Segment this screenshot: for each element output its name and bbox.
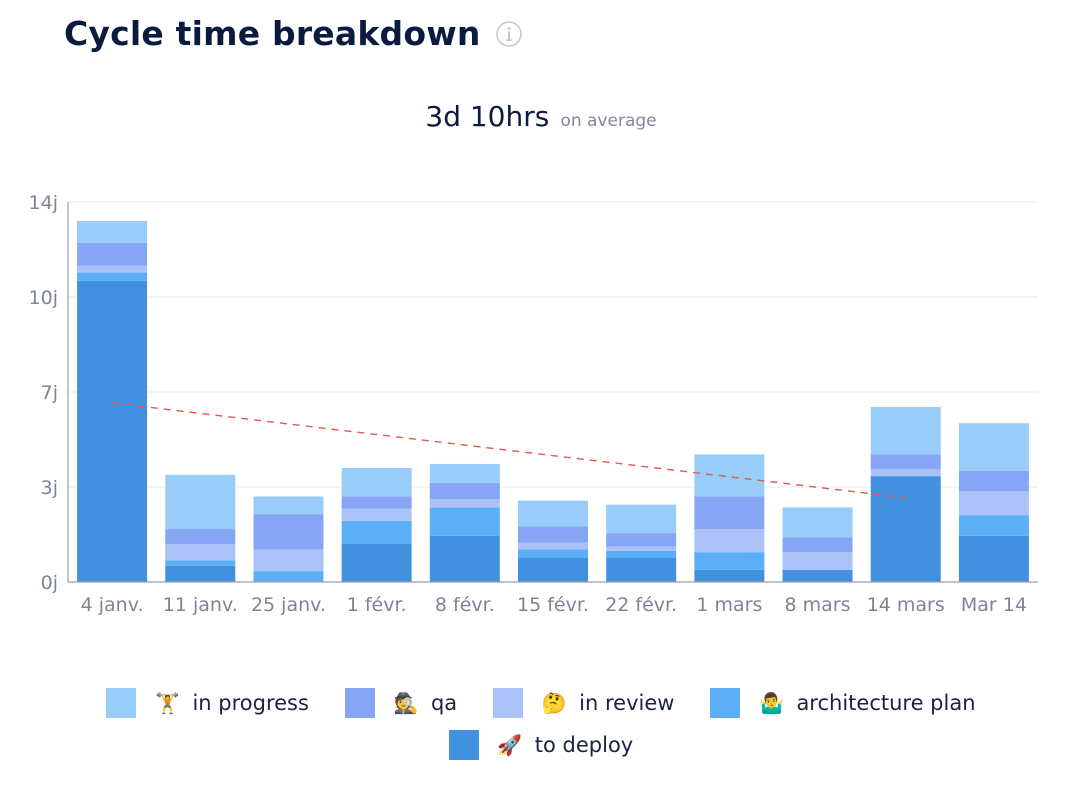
legend-label: architecture plan: [796, 691, 976, 715]
bar-segment[interactable]: [341, 496, 412, 509]
legend-item[interactable]: 🤔 in review: [493, 688, 674, 718]
bar-segment[interactable]: [77, 272, 148, 281]
bar-segment[interactable]: [694, 552, 765, 570]
average-value: 3d 10hrs: [425, 100, 550, 133]
legend-emoji: 🏋️: [155, 691, 180, 715]
legend-item[interactable]: 🏋️ in progress: [106, 688, 309, 718]
legend-emoji: 🚀: [497, 733, 523, 757]
legend-item[interactable]: 🚀 to deploy: [448, 730, 634, 760]
y-tick-label: 0j: [41, 572, 58, 594]
x-tick-label: Mar 14: [961, 594, 1027, 616]
bar-segment[interactable]: [958, 515, 1029, 536]
stacked-bar-chart: 0j 3j 7j 10j 14j 4 janv. 11 janv. 25 janv. 1 fév…: [29, 192, 1038, 616]
bar-segment[interactable]: [165, 529, 236, 544]
bar-segment[interactable]: [341, 520, 412, 544]
bar-segment[interactable]: [77, 221, 148, 243]
x-tick-label: 1 févr.: [347, 594, 407, 616]
x-tick-label: 22 févr.: [605, 594, 677, 616]
bar-segment[interactable]: [429, 482, 500, 500]
bar-segment[interactable]: [165, 560, 236, 566]
bar-segment[interactable]: [958, 535, 1029, 582]
bar-segment[interactable]: [870, 454, 941, 470]
bar-segment[interactable]: [518, 500, 588, 527]
bar-segment[interactable]: [77, 265, 148, 273]
legend-swatch: [448, 730, 479, 760]
x-tick-label: 8 mars: [785, 594, 851, 616]
x-tick-label: 1 mars: [696, 594, 762, 616]
legend-row: 🏋️ in progress 🕵️ qa 🤔 in review 🤷‍♂️ architect…: [0, 688, 1082, 718]
legend-swatch: [344, 688, 375, 718]
bar-segment[interactable]: [518, 549, 588, 558]
bar-segment[interactable]: [606, 557, 677, 582]
legend-row: 🚀 to deploy: [0, 730, 1082, 760]
legend-emoji: 🤔: [541, 691, 567, 715]
legend-swatch: [710, 688, 741, 718]
legend-swatch: [493, 688, 524, 718]
bar-segment[interactable]: [782, 537, 853, 553]
bar-segment[interactable]: [958, 491, 1029, 516]
bar-segment[interactable]: [694, 529, 765, 553]
info-circle-icon[interactable]: [495, 20, 523, 48]
x-tick-label: 14 mars: [867, 594, 945, 616]
chart-legend: 🏋️ in progress 🕵️ qa 🤔 in review 🤷‍♂️ architect…: [0, 688, 1082, 772]
chart-header: Cycle time breakdown: [64, 14, 523, 53]
bar-segment[interactable]: [958, 423, 1029, 471]
bar-segment[interactable]: [518, 526, 588, 543]
bar-segment[interactable]: [429, 535, 500, 582]
legend-emoji: 🤷‍♂️: [758, 691, 784, 715]
y-tick-label: 3j: [41, 477, 58, 499]
legend-label: in progress: [192, 691, 309, 715]
bar-segment[interactable]: [782, 569, 853, 582]
bar-segment[interactable]: [77, 242, 148, 266]
legend-item[interactable]: 🕵️ qa: [344, 688, 458, 718]
bar-segment[interactable]: [253, 549, 324, 572]
average-label: on average: [560, 111, 657, 131]
bar-segment[interactable]: [341, 468, 412, 497]
bar-segment[interactable]: [782, 552, 853, 570]
bar-segment[interactable]: [165, 544, 236, 561]
bar-segment[interactable]: [694, 496, 765, 530]
bar-segment[interactable]: [606, 546, 677, 551]
y-tick-label: 14j: [29, 192, 58, 214]
chart-title: Cycle time breakdown: [64, 14, 481, 53]
average-summary: 3d 10hrs on average: [0, 100, 1082, 133]
x-tick-label: 4 janv.: [81, 594, 144, 616]
bar-segment[interactable]: [429, 463, 500, 483]
bar-segment[interactable]: [253, 571, 324, 582]
bar-segment[interactable]: [518, 542, 588, 550]
bar-segment[interactable]: [165, 474, 236, 530]
bar-segment[interactable]: [253, 496, 324, 515]
bar-segment[interactable]: [165, 565, 236, 582]
bar-segment[interactable]: [341, 544, 412, 582]
bar-segment[interactable]: [870, 476, 941, 582]
legend-swatch: [106, 688, 137, 718]
x-tick-label: 25 janv.: [251, 594, 326, 616]
bar-segment[interactable]: [870, 469, 941, 477]
bar-segment[interactable]: [694, 569, 765, 582]
bar-segment[interactable]: [870, 406, 941, 455]
trend-line: [112, 402, 906, 499]
y-tick-label: 7j: [41, 382, 58, 404]
y-tick-label: 10j: [29, 287, 58, 309]
bar-segment[interactable]: [77, 280, 148, 582]
legend-label: to deploy: [534, 733, 634, 757]
legend-label: qa: [430, 691, 458, 715]
x-tick-label: 11 janv.: [163, 594, 238, 616]
bar-segment[interactable]: [606, 533, 677, 547]
bar-segment[interactable]: [429, 499, 500, 508]
bar-segment[interactable]: [694, 454, 765, 497]
bar-segment[interactable]: [253, 514, 324, 550]
bar-segment[interactable]: [958, 470, 1029, 492]
legend-emoji: 🕵️: [393, 691, 419, 715]
x-tick-label: 8 févr.: [435, 594, 495, 616]
bar-segment[interactable]: [518, 557, 588, 582]
bar-segment[interactable]: [429, 507, 500, 536]
bar-segment[interactable]: [606, 504, 677, 534]
x-tick-label: 15 févr.: [517, 594, 589, 616]
bar-segment[interactable]: [782, 507, 853, 538]
bar-segment[interactable]: [606, 550, 677, 558]
bar-segment[interactable]: [341, 508, 412, 521]
legend-item[interactable]: 🤷‍♂️ architecture plan: [710, 688, 976, 718]
legend-label: in review: [579, 691, 675, 715]
